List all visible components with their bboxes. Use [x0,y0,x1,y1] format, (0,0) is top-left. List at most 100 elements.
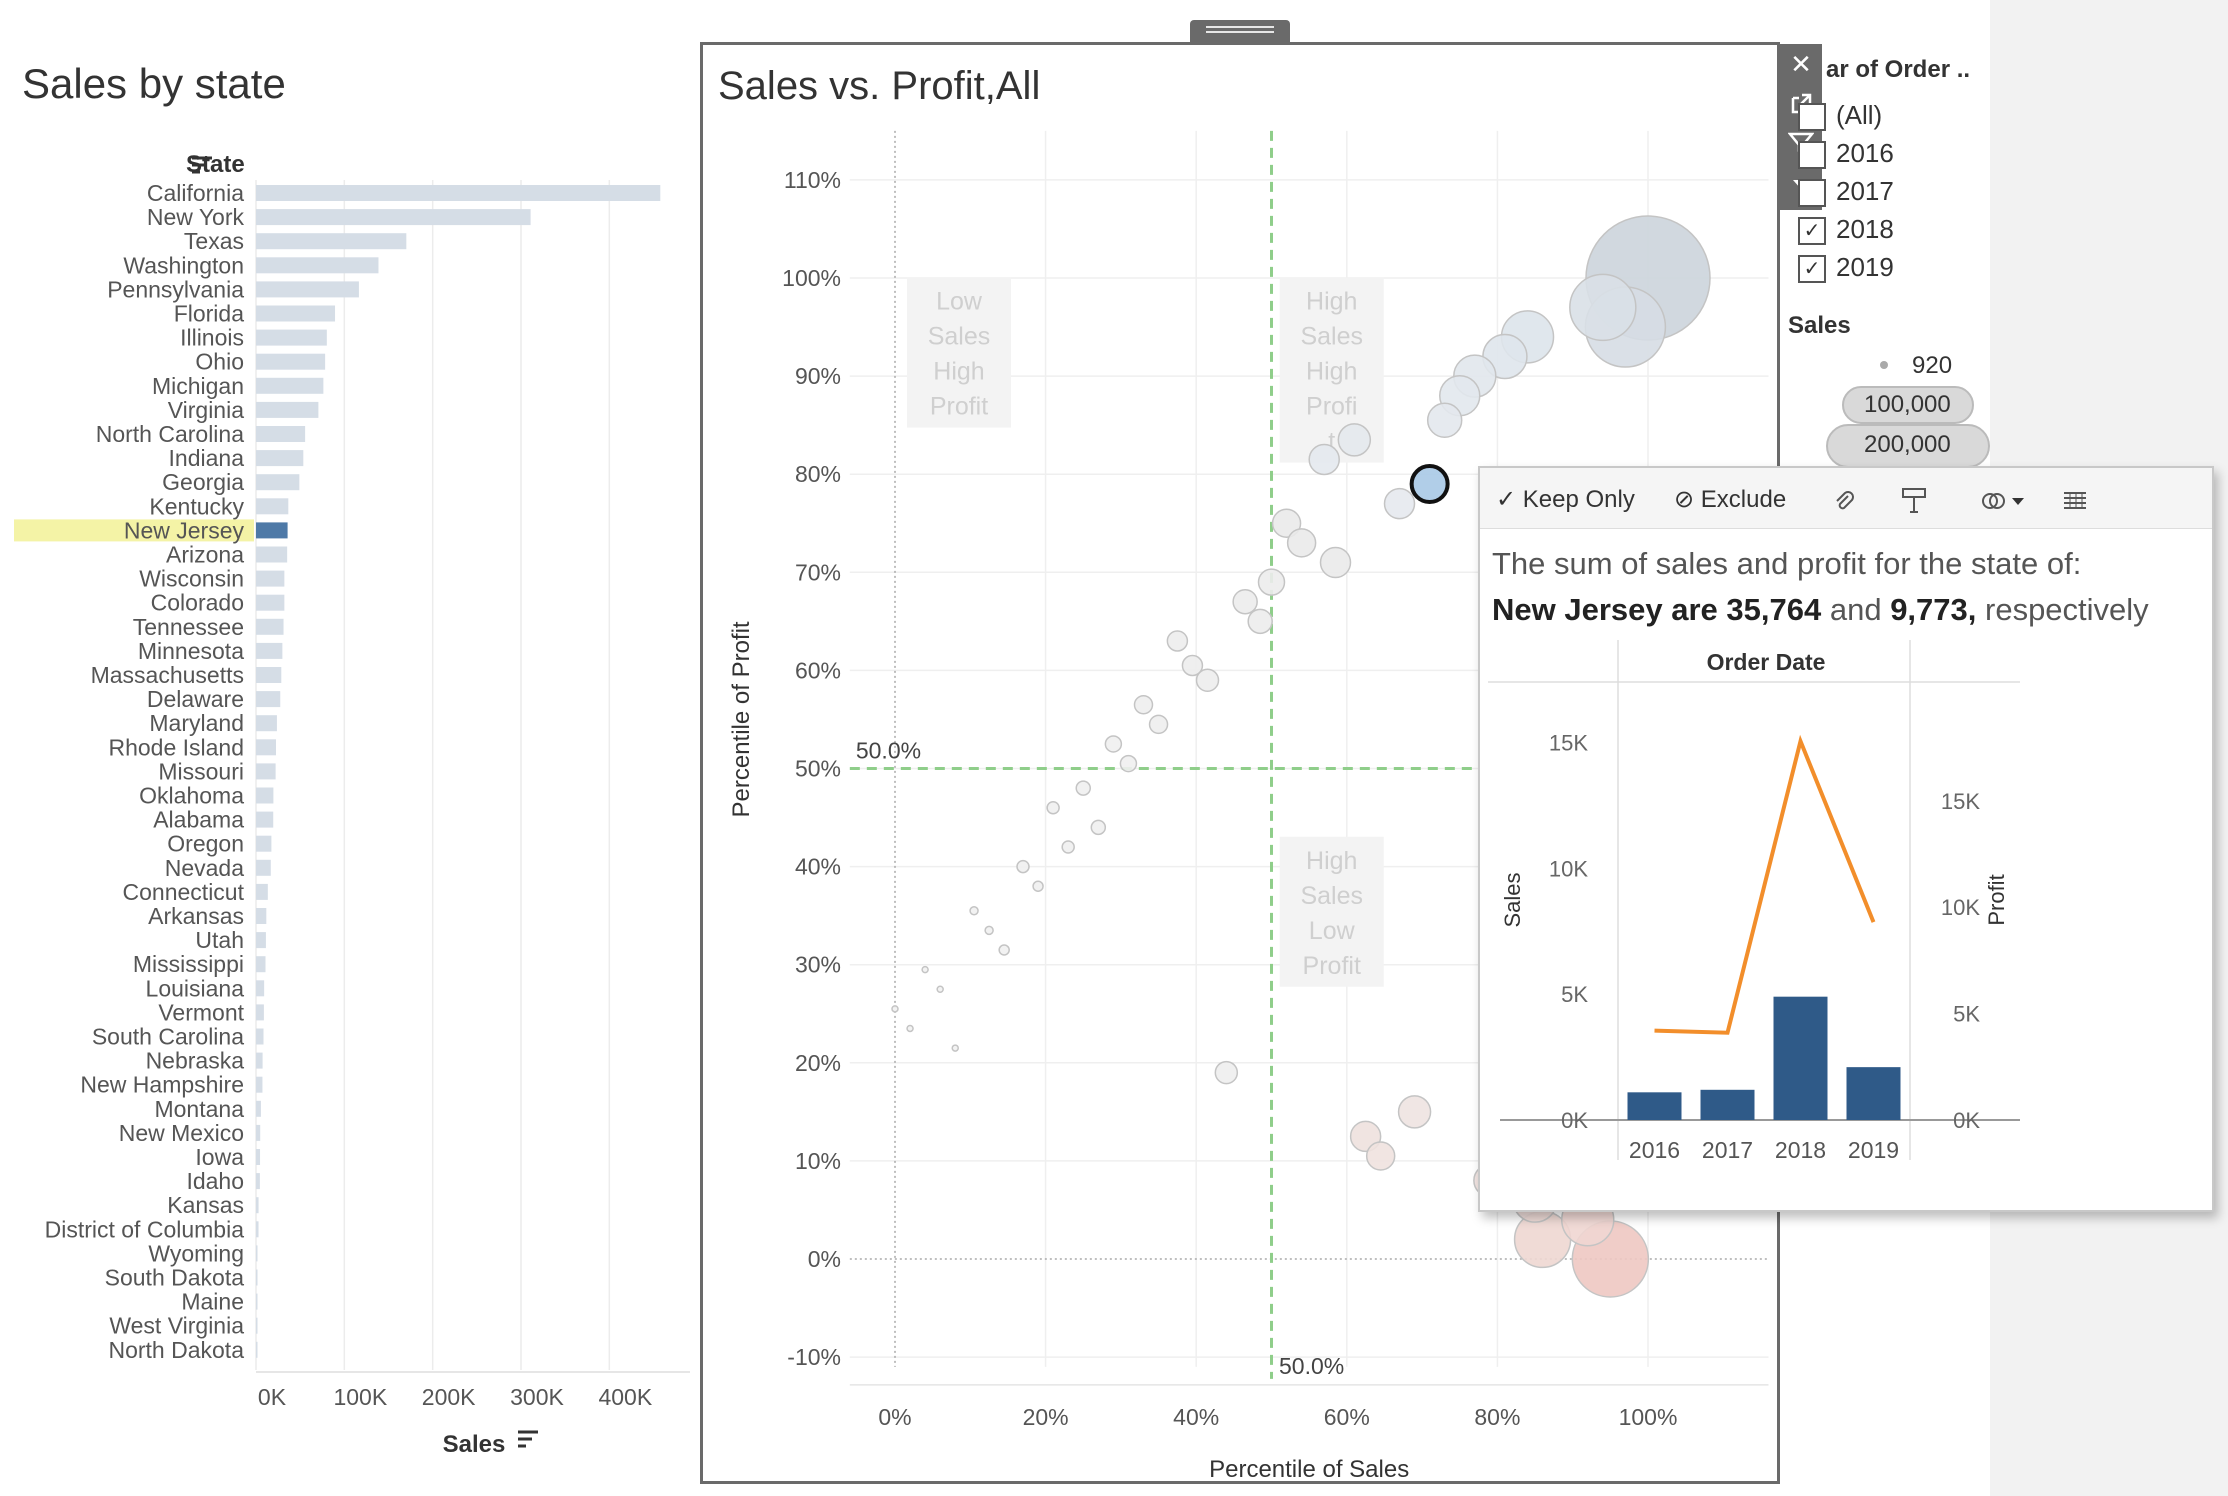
state-label: Texas [184,228,244,254]
scatter-point [1133,694,1154,715]
view-data-button[interactable] [2062,482,2088,518]
state-label: Connecticut [123,879,245,905]
drag-handle-line [1206,26,1274,28]
filter-item-2018[interactable]: ✓ 2018 [1798,214,1894,248]
link-icon [1980,486,2026,513]
filter-item-2017[interactable]: 2017 [1798,176,1894,210]
size-legend-dot [1880,361,1888,369]
highlight-icon [1900,486,1928,513]
checkbox[interactable] [1798,141,1826,170]
tooltip [1478,466,2214,1212]
state-bar [256,763,276,780]
paperclip-icon [1832,486,1856,513]
state-label: Florida [174,301,245,327]
right-tick-label: 0K [1953,1108,1980,1133]
x-tick-label: 40% [1173,1404,1219,1430]
sales-bar [1627,1092,1682,1120]
state-label: Delaware [147,686,244,712]
quadrant-label-text: Sales [928,323,991,351]
state-label: South Dakota [105,1265,245,1291]
left-chart-title: Sales by state [22,60,286,107]
state-label: South Carolina [92,1024,244,1050]
scatter-point [891,1005,899,1013]
state-label: Pennsylvania [107,276,244,302]
state-label: Georgia [162,469,244,495]
year-tick-label: 2019 [1848,1137,1899,1163]
filter-item-label: 2017 [1836,176,1894,206]
state-bar [256,329,327,346]
keep-only-label: Keep Only [1522,486,1635,513]
view-data-icon [2062,486,2088,513]
state-label: Indiana [169,445,245,471]
state-bar [256,281,359,298]
group-members-button[interactable] [1832,482,1856,518]
filter-item-label: 2019 [1836,252,1894,282]
state-bar [256,1028,264,1045]
scatter-point [1247,608,1273,635]
checkbox-checked[interactable]: ✓ [1798,255,1826,284]
quadrant-label-text: Profit [1303,952,1361,980]
scatter-point [1426,402,1463,438]
link-options-button[interactable] [1980,482,2026,518]
state-label: Michigan [152,373,244,399]
state-label: Oklahoma [139,783,244,809]
state-bar [256,1100,261,1117]
scatter-point [1286,528,1317,558]
quadrant-label-box [1279,836,1384,987]
checkbox-checked[interactable]: ✓ [1798,217,1826,246]
state-bar [256,353,326,370]
sales-legend-title: Sales [1788,312,1851,339]
scatter-point [1104,735,1123,753]
state-bar [256,546,288,563]
x-tick-label: 0K [258,1384,287,1410]
state-bar [256,570,285,587]
panel-drag-handle[interactable] [1190,20,1290,42]
state-label: Mississippi [133,951,244,977]
size-legend-label: 200,000 [1864,431,1951,458]
state-label: Kansas [167,1192,244,1218]
scatter-point [1397,1095,1432,1129]
y-tick-label: 40% [795,854,841,880]
state-bar [256,908,267,924]
filter-item-2019[interactable]: ✓ 2019 [1798,252,1894,286]
tooltip-values-line: New Jersey are 35,764 and 9,773, respect… [1492,592,2149,628]
state-bar [256,426,306,442]
state-label: Ohio [195,349,244,375]
exclude-button[interactable]: ⊘ Exclude [1674,482,1786,518]
filter-item-all[interactable]: (All) [1798,100,1882,134]
state-label: California [147,180,244,206]
right-tick-label: 10K [1941,895,1980,920]
y-tick-label: 30% [795,952,841,978]
keep-only-button[interactable]: ✓ Keep Only [1496,482,1635,518]
state-bar [256,739,276,756]
close-icon[interactable]: ✕ [1790,49,1812,79]
state-label: Utah [195,927,244,953]
state-bar [256,1269,258,1286]
left-tick-label: 0K [1561,1108,1588,1133]
state-label: West Virginia [109,1313,244,1339]
quadrant-label-text: t [1328,428,1335,456]
profit-line [1654,734,1876,1035]
checkbox[interactable] [1798,103,1826,132]
y-tick-label: 100% [782,265,841,291]
exclude-label: Exclude [1700,486,1787,513]
checkbox[interactable] [1798,179,1826,208]
filter-item-2016[interactable]: 2016 [1798,138,1894,172]
state-label: Kentucky [149,493,244,519]
state-label: Montana [154,1096,244,1122]
state-label: Idaho [186,1168,244,1194]
state-label: Tennessee [133,614,244,640]
right-tick-label: 5K [1953,1002,1980,1027]
state-bar [256,401,319,418]
left-axis-title: Sales [1500,872,1525,927]
exclude-icon: ⊘ [1674,486,1701,513]
left-tick-label: 5K [1561,982,1588,1007]
x-tick-label: 20% [1023,1404,1069,1430]
tooltip-and: and [1821,592,1891,627]
state-bar [256,932,266,949]
state-bar [256,980,265,997]
state-bar [256,209,531,226]
state-bar [256,1317,258,1334]
create-set-button[interactable] [1900,482,1928,518]
scatter-point [1075,780,1091,796]
